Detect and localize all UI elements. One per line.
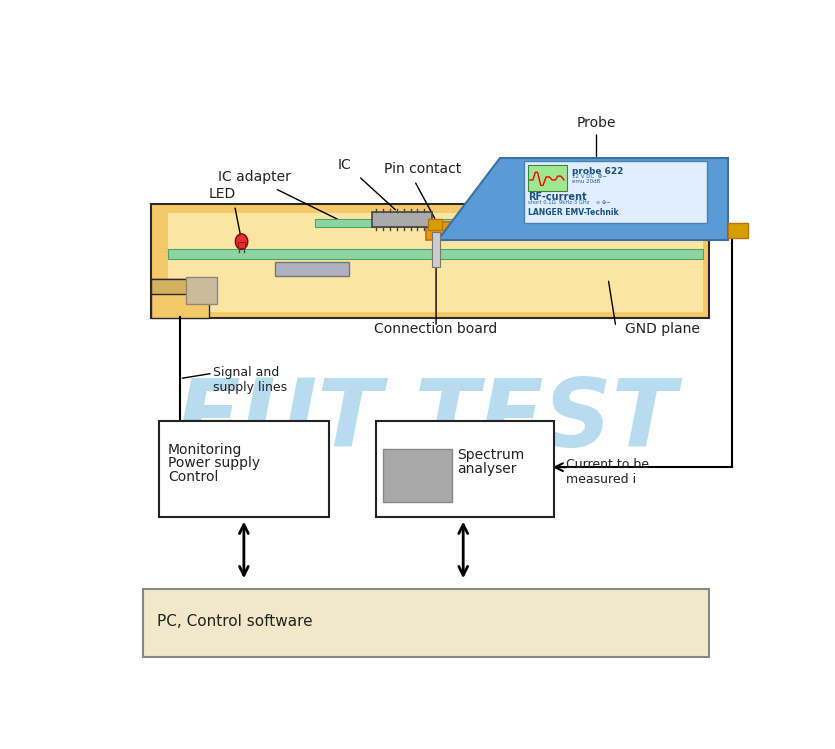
Bar [728,223,747,238]
Text: Probe: Probe [577,116,616,130]
Text: GND plane: GND plane [625,322,700,336]
Text: LED: LED [209,187,235,201]
Text: Current to be
measured i: Current to be measured i [566,458,650,486]
Text: analyser: analyser [457,462,517,476]
Text: emu 20dB: emu 20dB [572,179,600,184]
Bar [143,589,709,657]
Bar [524,162,706,223]
Bar [238,242,245,248]
Bar [168,249,703,259]
Text: Pin contact: Pin contact [383,162,461,176]
Text: Signal and
supply lines: Signal and supply lines [213,366,287,393]
Text: Connection board: Connection board [374,322,498,336]
Bar [151,279,213,294]
Bar [151,204,709,318]
Text: IC: IC [337,158,352,172]
Polygon shape [438,157,728,240]
Bar [185,277,217,304]
Bar [428,219,443,230]
Text: Spectrum: Spectrum [457,448,524,462]
Ellipse shape [235,234,248,249]
Text: 12 V DC  ⊕−: 12 V DC ⊕− [572,174,607,179]
Bar [372,211,433,227]
Text: PC, Control software: PC, Control software [157,613,312,628]
Text: RF-current: RF-current [529,192,587,202]
Text: probe 622: probe 622 [572,167,623,176]
Text: Monitoring: Monitoring [168,443,242,457]
Bar [376,421,554,518]
Bar [383,449,452,502]
Text: short 0.1Ω  9kHz-3 GHz    ∞ ⊕−: short 0.1Ω 9kHz-3 GHz ∞ ⊕− [529,200,611,205]
Text: Control: Control [168,470,218,485]
Text: IC adapter: IC adapter [217,170,291,184]
Bar [151,279,209,318]
Bar [159,421,329,518]
Bar [426,222,728,240]
Text: Power supply: Power supply [168,456,260,470]
Bar [168,213,703,312]
Text: LANGER EMV-Technik: LANGER EMV-Technik [529,207,619,216]
Bar [275,262,348,276]
Bar [315,219,524,227]
Text: EUT TEST: EUT TEST [176,375,676,467]
Bar [433,231,440,267]
Bar [529,165,567,191]
